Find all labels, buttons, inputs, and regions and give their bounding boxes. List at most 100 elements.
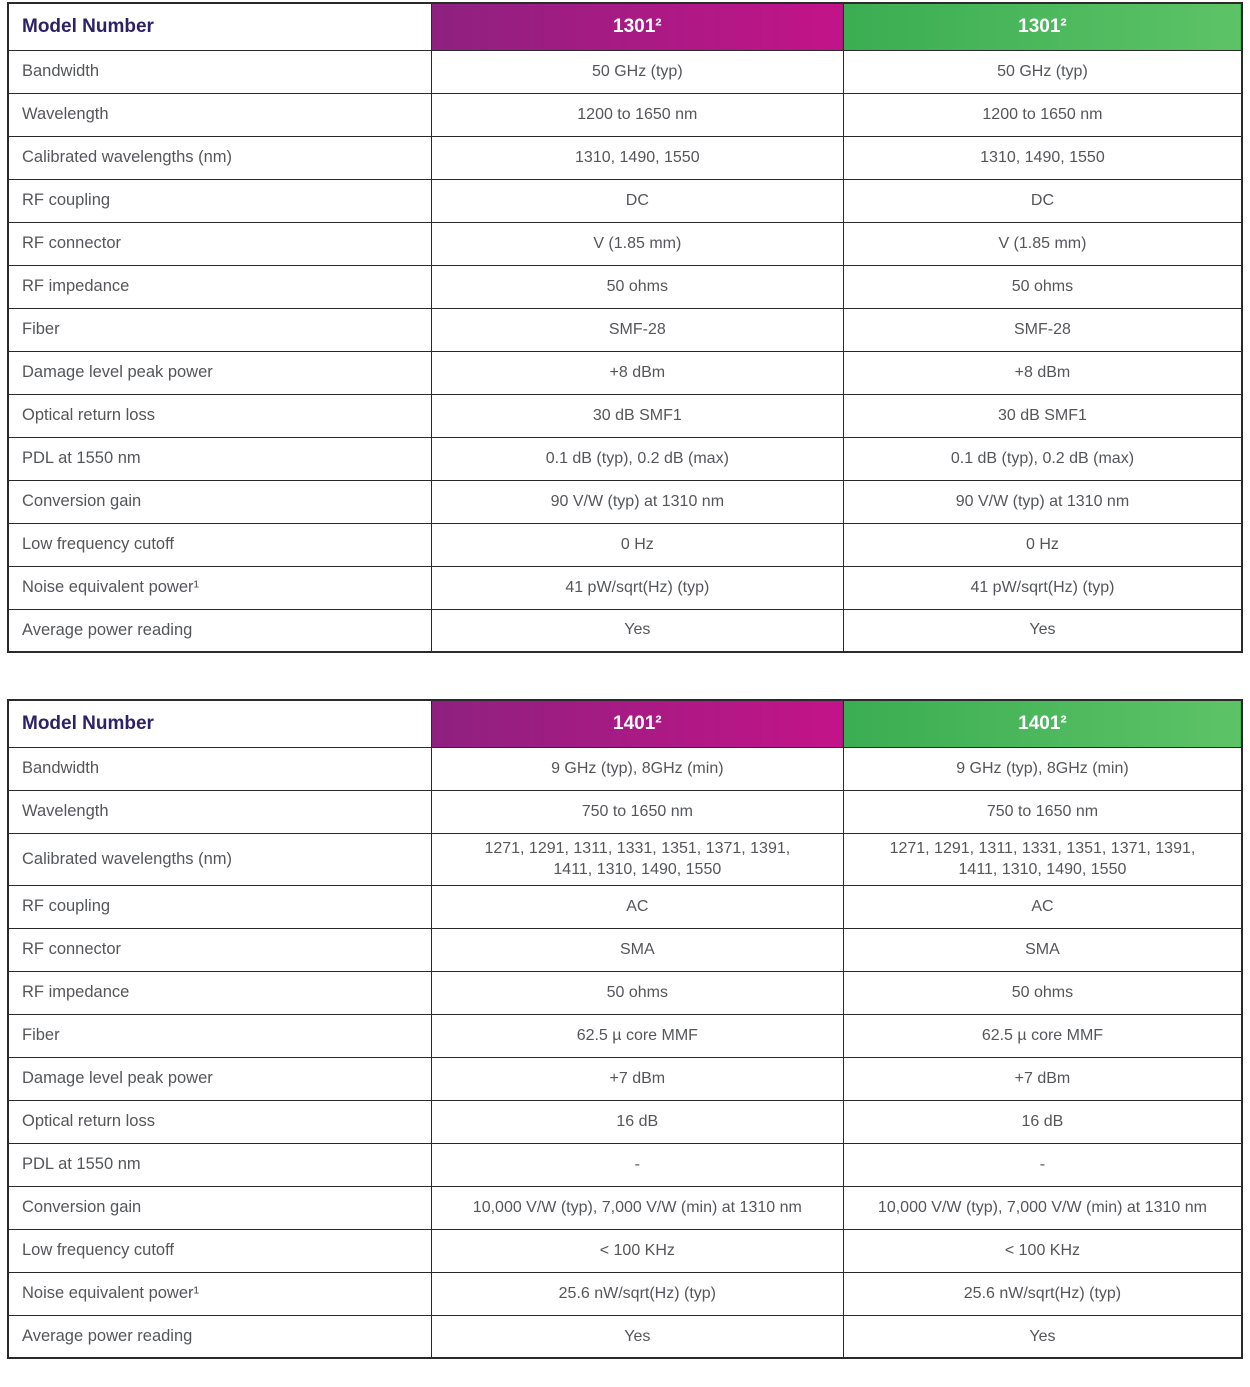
spec-row: Optical return loss 30 dB SMF1 30 dB SMF1 bbox=[7, 393, 1243, 438]
spec-value-purple: 50 ohms bbox=[430, 970, 844, 1015]
spec-row-label: Fiber bbox=[7, 1013, 432, 1058]
spec-row-label: Low frequency cutoff bbox=[7, 1228, 432, 1273]
spec-row-label: Bandwidth bbox=[7, 746, 432, 791]
spec-value-purple: 10,000 V/W (typ), 7,000 V/W (min) at 131… bbox=[430, 1185, 844, 1230]
spec-value-purple: DC bbox=[430, 178, 844, 223]
spec-table-1401: Model Number 1401² 1401² Bandwidth 9 GHz … bbox=[7, 699, 1243, 1360]
spec-value-green: < 100 KHz bbox=[842, 1228, 1243, 1273]
spec-value-purple: SMF-28 bbox=[430, 307, 844, 352]
spec-value-purple: 62.5 µ core MMF bbox=[430, 1013, 844, 1058]
spec-row: Noise equivalent power¹ 25.6 nW/sqrt(Hz) … bbox=[7, 1271, 1243, 1316]
spec-value-green: 90 V/W (typ) at 1310 nm bbox=[842, 479, 1243, 524]
spec-row: Average power reading Yes Yes bbox=[7, 1314, 1243, 1359]
spec-table-header-row: Model Number 1301² 1301² bbox=[7, 2, 1243, 51]
spec-row: PDL at 1550 nm 0.1 dB (typ), 0.2 dB (max)… bbox=[7, 436, 1243, 481]
spec-row: RF connector V (1.85 mm) V (1.85 mm) bbox=[7, 221, 1243, 266]
spec-row: Wavelength 750 to 1650 nm 750 to 1650 nm bbox=[7, 789, 1243, 834]
spec-value-green: 1271, 1291, 1311, 1331, 1351, 1371, 1391… bbox=[842, 832, 1243, 886]
spec-value-green: 30 dB SMF1 bbox=[842, 393, 1243, 438]
spec-row: Noise equivalent power¹ 41 pW/sqrt(Hz) (t… bbox=[7, 565, 1243, 610]
spec-value-green: SMF-28 bbox=[842, 307, 1243, 352]
spec-row-label: Calibrated wavelengths (nm) bbox=[7, 832, 432, 886]
spec-row-label: Bandwidth bbox=[7, 49, 432, 94]
spec-value-green: +8 dBm bbox=[842, 350, 1243, 395]
spec-row: PDL at 1550 nm - - bbox=[7, 1142, 1243, 1187]
spec-row: Fiber 62.5 µ core MMF 62.5 µ core MMF bbox=[7, 1013, 1243, 1058]
spec-value-green: 16 dB bbox=[842, 1099, 1243, 1144]
spec-row: Low frequency cutoff 0 Hz 0 Hz bbox=[7, 522, 1243, 567]
spec-value-purple: Yes bbox=[430, 608, 844, 653]
model-number-header-label: Model Number bbox=[7, 699, 432, 748]
model-header-green: 1301² bbox=[842, 2, 1243, 51]
spec-value-purple: V (1.85 mm) bbox=[430, 221, 844, 266]
spec-value-purple: 1271, 1291, 1311, 1331, 1351, 1371, 1391… bbox=[430, 832, 844, 886]
spec-value-purple: - bbox=[430, 1142, 844, 1187]
spec-row-label: RF impedance bbox=[7, 264, 432, 309]
spec-row: Wavelength 1200 to 1650 nm 1200 to 1650 nm bbox=[7, 92, 1243, 137]
spec-value-purple: 1310, 1490, 1550 bbox=[430, 135, 844, 180]
spec-value-purple: +8 dBm bbox=[430, 350, 844, 395]
spec-row-label: RF connector bbox=[7, 927, 432, 972]
spec-value-purple: 30 dB SMF1 bbox=[430, 393, 844, 438]
spec-row-label: Optical return loss bbox=[7, 1099, 432, 1144]
spec-row: Fiber SMF-28 SMF-28 bbox=[7, 307, 1243, 352]
spec-row-label: Fiber bbox=[7, 307, 432, 352]
spec-value-green: 50 GHz (typ) bbox=[842, 49, 1243, 94]
spec-row-label: RF coupling bbox=[7, 178, 432, 223]
spec-value-green: 0.1 dB (typ), 0.2 dB (max) bbox=[842, 436, 1243, 481]
spec-row: Optical return loss 16 dB 16 dB bbox=[7, 1099, 1243, 1144]
spec-value-purple: < 100 KHz bbox=[430, 1228, 844, 1273]
spec-row-label: Damage level peak power bbox=[7, 1056, 432, 1101]
spec-value-purple: 750 to 1650 nm bbox=[430, 789, 844, 834]
spec-row-label: Conversion gain bbox=[7, 479, 432, 524]
spec-value-green: 50 ohms bbox=[842, 970, 1243, 1015]
spec-row: Conversion gain 90 V/W (typ) at 1310 nm 90… bbox=[7, 479, 1243, 524]
spec-table-header-row: Model Number 1401² 1401² bbox=[7, 699, 1243, 748]
spec-value-purple: +7 dBm bbox=[430, 1056, 844, 1101]
spec-value-green: Yes bbox=[842, 608, 1243, 653]
spec-row-label: Optical return loss bbox=[7, 393, 432, 438]
spec-value-purple: 9 GHz (typ), 8GHz (min) bbox=[430, 746, 844, 791]
spec-row: Conversion gain 10,000 V/W (typ), 7,000 V… bbox=[7, 1185, 1243, 1230]
spec-value-green: +7 dBm bbox=[842, 1056, 1243, 1101]
spec-value-purple: 1200 to 1650 nm bbox=[430, 92, 844, 137]
spec-value-purple: 0.1 dB (typ), 0.2 dB (max) bbox=[430, 436, 844, 481]
spec-value-green: DC bbox=[842, 178, 1243, 223]
spec-value-green: 25.6 nW/sqrt(Hz) (typ) bbox=[842, 1271, 1243, 1316]
spec-value-green: V (1.85 mm) bbox=[842, 221, 1243, 266]
spec-row-label: RF coupling bbox=[7, 884, 432, 929]
spec-value-green: 62.5 µ core MMF bbox=[842, 1013, 1243, 1058]
model-header-green: 1401² bbox=[842, 699, 1243, 748]
spec-row-label: Noise equivalent power¹ bbox=[7, 565, 432, 610]
spec-row-label: RF impedance bbox=[7, 970, 432, 1015]
spec-value-green: 10,000 V/W (typ), 7,000 V/W (min) at 131… bbox=[842, 1185, 1243, 1230]
spec-value-green: 9 GHz (typ), 8GHz (min) bbox=[842, 746, 1243, 791]
spec-row-label: Conversion gain bbox=[7, 1185, 432, 1230]
spec-value-purple: 90 V/W (typ) at 1310 nm bbox=[430, 479, 844, 524]
spec-value-green: 50 ohms bbox=[842, 264, 1243, 309]
spec-row-label: PDL at 1550 nm bbox=[7, 436, 432, 481]
spec-value-purple: 50 GHz (typ) bbox=[430, 49, 844, 94]
spec-row: Bandwidth 9 GHz (typ), 8GHz (min) 9 GHz (t… bbox=[7, 746, 1243, 791]
spec-row-label: PDL at 1550 nm bbox=[7, 1142, 432, 1187]
spec-value-purple: 41 pW/sqrt(Hz) (typ) bbox=[430, 565, 844, 610]
spec-row: Calibrated wavelengths (nm) 1310, 1490, 1… bbox=[7, 135, 1243, 180]
spec-value-green: 750 to 1650 nm bbox=[842, 789, 1243, 834]
spec-row-label: RF connector bbox=[7, 221, 432, 266]
spec-row-label: Average power reading bbox=[7, 608, 432, 653]
spec-value-green: SMA bbox=[842, 927, 1243, 972]
spec-row-label: Wavelength bbox=[7, 789, 432, 834]
spec-row: Average power reading Yes Yes bbox=[7, 608, 1243, 653]
spec-value-green: 1310, 1490, 1550 bbox=[842, 135, 1243, 180]
spec-row-label: Average power reading bbox=[7, 1314, 432, 1359]
model-header-purple: 1401² bbox=[430, 699, 844, 748]
spec-row-label: Calibrated wavelengths (nm) bbox=[7, 135, 432, 180]
spec-row-label: Wavelength bbox=[7, 92, 432, 137]
spec-row: Damage level peak power +8 dBm +8 dBm bbox=[7, 350, 1243, 395]
spec-row: RF impedance 50 ohms 50 ohms bbox=[7, 264, 1243, 309]
spec-value-purple: SMA bbox=[430, 927, 844, 972]
spec-row: RF impedance 50 ohms 50 ohms bbox=[7, 970, 1243, 1015]
spec-row-label: Low frequency cutoff bbox=[7, 522, 432, 567]
spec-row: Calibrated wavelengths (nm) 1271, 1291, 1… bbox=[7, 832, 1243, 886]
